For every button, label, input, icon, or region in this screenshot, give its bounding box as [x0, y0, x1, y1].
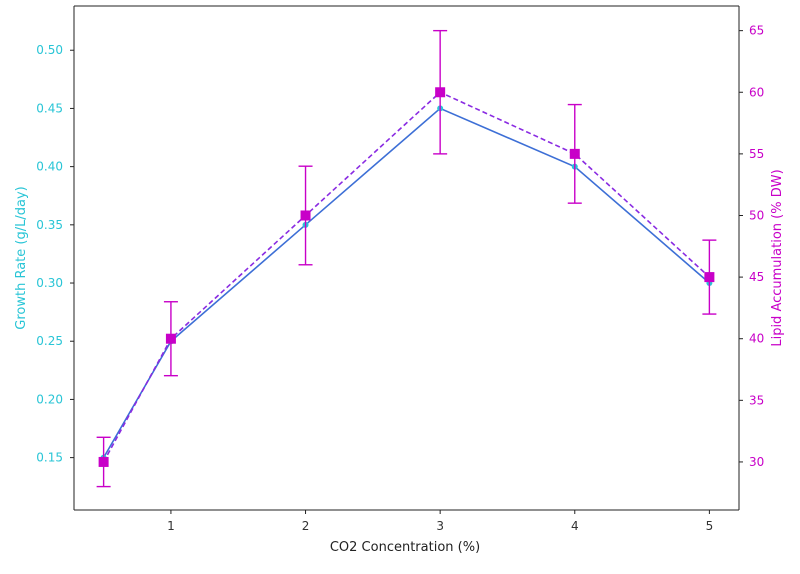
right-tick-label: 60 [749, 85, 764, 99]
lipid-accumulation-point [435, 87, 446, 98]
x-axis-ticks: 1 2 3 4 5 [167, 510, 713, 533]
right-tick-label: 55 [749, 147, 764, 161]
x-tick-label: 2 [302, 519, 310, 533]
plot-frame [73, 5, 740, 511]
x-tick-label: 1 [167, 519, 175, 533]
left-tick-label: 0.45 [36, 101, 63, 115]
lipid-accumulation-point [98, 456, 109, 467]
left-tick-label: 0.25 [36, 334, 63, 348]
x-tick-label: 4 [571, 519, 579, 533]
left-axis-ticks: 0.15 0.20 0.25 0.30 0.35 0.40 0.45 0.50 [36, 43, 74, 465]
left-tick-label: 0.15 [36, 451, 63, 465]
lipid-accumulation-line [102, 91, 710, 463]
left-tick-label: 0.30 [36, 276, 63, 290]
x-tick-label: 5 [706, 519, 714, 533]
right-tick-label: 45 [749, 270, 764, 284]
lipid-accumulation-point [165, 333, 176, 344]
right-axis-label: Lipid Accumulation (% DW) [770, 169, 785, 346]
lipid-accumulation-point [300, 210, 311, 221]
x-tick-label: 3 [436, 519, 444, 533]
series-layer [96, 29, 717, 488]
growth-rate-line [102, 107, 710, 459]
left-tick-label: 0.50 [36, 43, 63, 57]
left-axis-label: Growth Rate (g/L/day) [14, 186, 29, 329]
right-tick-label: 30 [749, 455, 764, 469]
left-tick-label: 0.20 [36, 392, 63, 406]
right-tick-label: 40 [749, 332, 764, 346]
right-tick-label: 50 [749, 208, 764, 222]
right-axis-ticks: 30 35 40 45 50 55 60 65 [739, 24, 764, 469]
left-tick-label: 0.40 [36, 160, 63, 174]
left-tick-label: 0.35 [36, 218, 63, 232]
lipid-accumulation-point [704, 272, 715, 283]
x-axis-label: CO2 Concentration (%) [330, 540, 480, 555]
right-tick-label: 65 [749, 24, 764, 38]
lipid-accumulation-point [569, 148, 580, 159]
right-tick-label: 35 [749, 393, 764, 407]
